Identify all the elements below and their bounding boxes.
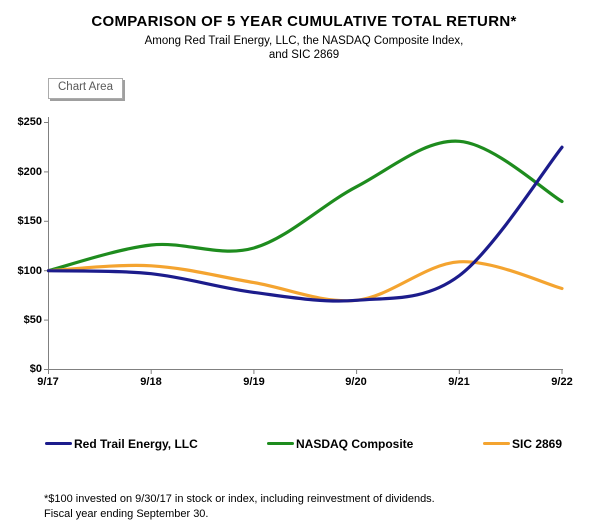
chart-area-tooltip-label: Chart Area [58,81,113,93]
x-axis-label-921: 9/21 [448,376,470,388]
y-axis-label-100: $100 [17,265,42,277]
footnote-line1: *$100 invested on 9/30/17 in stock or in… [44,493,435,505]
chart-title: COMPARISON OF 5 YEAR CUMULATIVE TOTAL RE… [91,13,517,30]
legend-swatch-nasdaq-composite [267,441,294,446]
x-axis-label-922: 9/22 [551,376,573,388]
y-axis-label-50: $50 [23,314,42,326]
legend-label-sic-2869: SIC 2869 [512,436,563,451]
x-axis-label-918: 9/18 [140,376,162,388]
footnote-line2: Fiscal year ending September 30. [44,507,209,520]
chart-subtitle-line1: Among Red Trail Energy, LLC, the NASDAQ … [144,35,464,47]
y-axis-label-150: $150 [17,215,42,227]
chart-subtitle-line2: and SIC 2869 [268,49,340,61]
x-axis-label-920: 9/20 [345,376,367,388]
legend-label-nasdaq-composite: NASDAQ Composite [296,436,414,451]
legend-swatch-sic-2869 [483,441,510,446]
x-axis-label-917: 9/17 [37,376,59,388]
y-axis-label-0: $0 [29,363,42,375]
legend-item-sic-2869: SIC 2869 [483,436,562,451]
x-axis-label-919: 9/19 [243,376,265,388]
legend-label-red-trail-energy: Red Trail Energy, LLC [74,436,198,451]
chart-area-tooltip: Chart Area [48,78,123,99]
legend-swatch-red-trail-energy [45,441,72,446]
y-axis-label-250: $250 [17,116,42,128]
legend-item-red-trail-energy: Red Trail Energy, LLC [45,436,198,451]
legend-item-nasdaq-composite: NASDAQ Composite [267,436,413,451]
y-axis-label-200: $200 [17,166,42,178]
